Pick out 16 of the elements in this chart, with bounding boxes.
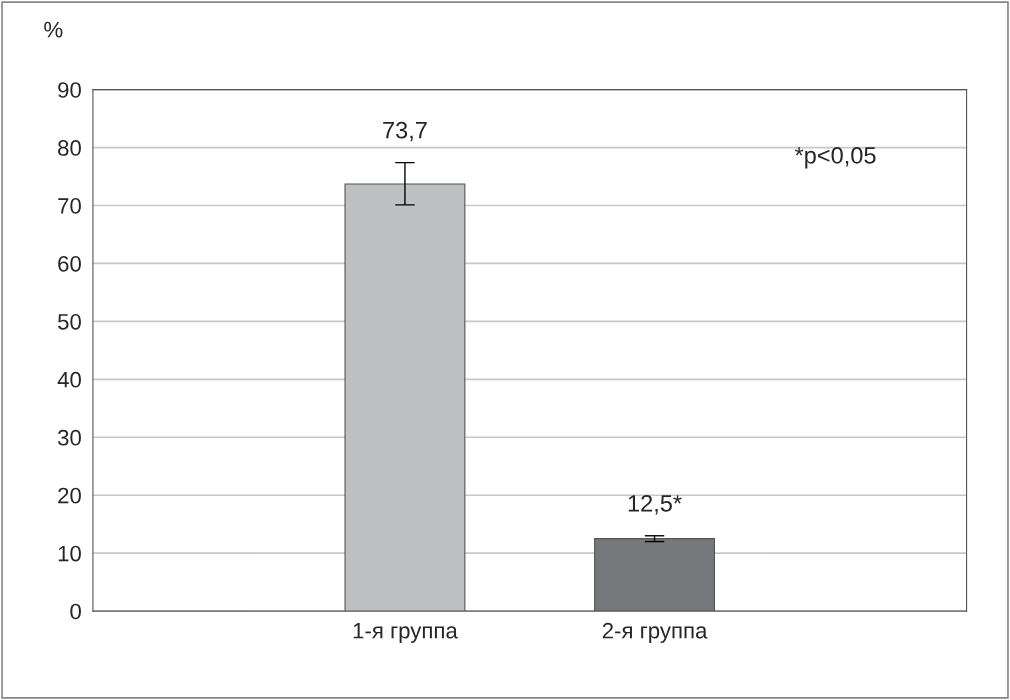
y-tick-label: 10 [58, 545, 81, 562]
x-tick-label: 1-я группа [353, 623, 458, 643]
data-label: 73,7 [383, 121, 427, 142]
y-tick-label: 90 [58, 82, 81, 98]
y-tick-label: 80 [58, 140, 81, 156]
x-tick-label: 2-я группа [602, 622, 708, 643]
data-label: 12,5* [628, 494, 682, 515]
y-tick-label: 40 [57, 371, 81, 388]
y-tick-label: 60 [58, 255, 81, 272]
y-tick-label: 0 [70, 603, 81, 620]
annotation: *p<0,05 [794, 147, 876, 169]
y-tick-label: 70 [58, 198, 81, 214]
y-tick-label: 50 [57, 313, 81, 330]
y-tick-label: 20 [58, 487, 81, 504]
y-axis-title: % [44, 21, 63, 38]
y-tick-label: 30 [57, 429, 81, 446]
